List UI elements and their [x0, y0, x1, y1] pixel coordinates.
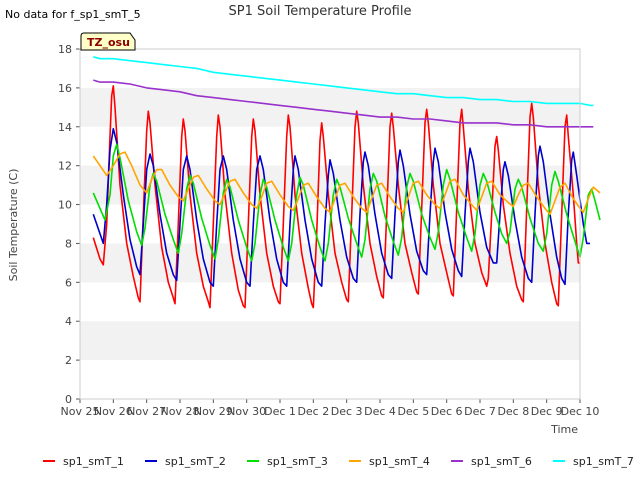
y-tick-label: 6 [65, 276, 72, 289]
y-axis-label: Soil Temperature (C) [7, 169, 20, 282]
x-tick-label: Dec 9 [531, 405, 563, 418]
plot-frame [79, 48, 581, 400]
legend-label: sp1_smT_4 [369, 455, 430, 468]
series-line-sp1_smT_3 [92, 143, 601, 262]
legend-label: sp1_smT_7 [573, 455, 634, 468]
x-tick-label: Nov 28 [161, 405, 200, 418]
x-tick-label: Nov 30 [227, 405, 266, 418]
data-lines [92, 56, 601, 309]
grid-band [80, 87, 580, 127]
no-data-notice: No data for f_sp1_smT_5 [5, 8, 141, 21]
y-tick-label: 10 [58, 199, 72, 212]
y-tick-label: 0 [65, 393, 72, 406]
grid-band [80, 243, 580, 283]
y-tick-label: 8 [65, 237, 72, 250]
y-tick-label: 2 [65, 354, 72, 367]
x-tick-label: Dec 6 [431, 405, 463, 418]
x-tick-label: Nov 29 [194, 405, 233, 418]
y-axis: 0 2 4 6 8 10 12 14 16 18 [58, 43, 80, 406]
series-line-sp1_smT_7 [93, 56, 594, 107]
timezone-badge: TZ_osu [80, 32, 136, 51]
badge-label: TZ_osu [87, 36, 130, 49]
x-tick-label: Dec 3 [331, 405, 363, 418]
legend-label: sp1_smT_1 [63, 455, 124, 468]
x-tick-label: Nov 27 [127, 405, 166, 418]
y-tick-label: 18 [58, 43, 72, 56]
y-tick-label: 12 [58, 160, 72, 173]
grid-band [80, 321, 580, 361]
x-tick-label: Dec 4 [364, 405, 396, 418]
y-tick-label: 14 [58, 121, 72, 134]
x-tick-label: Nov 25 [61, 405, 100, 418]
x-tick-label: Dec 10 [561, 405, 600, 418]
x-tick-label: Dec 1 [264, 405, 296, 418]
y-tick-label: 4 [65, 315, 72, 328]
legend-label: sp1_smT_3 [267, 455, 328, 468]
series-line-sp1_smT_2 [92, 127, 590, 287]
chart-title: SP1 Soil Temperature Profile [229, 4, 412, 19]
y-tick-label: 16 [58, 82, 72, 95]
series-line-sp1_smT_6 [93, 79, 594, 128]
x-tick-label: Dec 8 [497, 405, 529, 418]
series-line-sp1_smT_4 [92, 151, 601, 216]
x-tick-label: Dec 5 [397, 405, 429, 418]
x-tick-label: Nov 26 [94, 405, 133, 418]
x-tick-label: Dec 7 [464, 405, 496, 418]
legend: sp1_smT_1 sp1_smT_2 sp1_smT_3 sp1_smT_4 sp1_… [43, 455, 634, 468]
legend-label: sp1_smT_6 [471, 455, 532, 468]
x-tick-label: Dec 2 [297, 405, 329, 418]
legend-label: sp1_smT_2 [165, 455, 226, 468]
x-axis-label: Time [550, 423, 578, 436]
badge-background [80, 32, 136, 51]
